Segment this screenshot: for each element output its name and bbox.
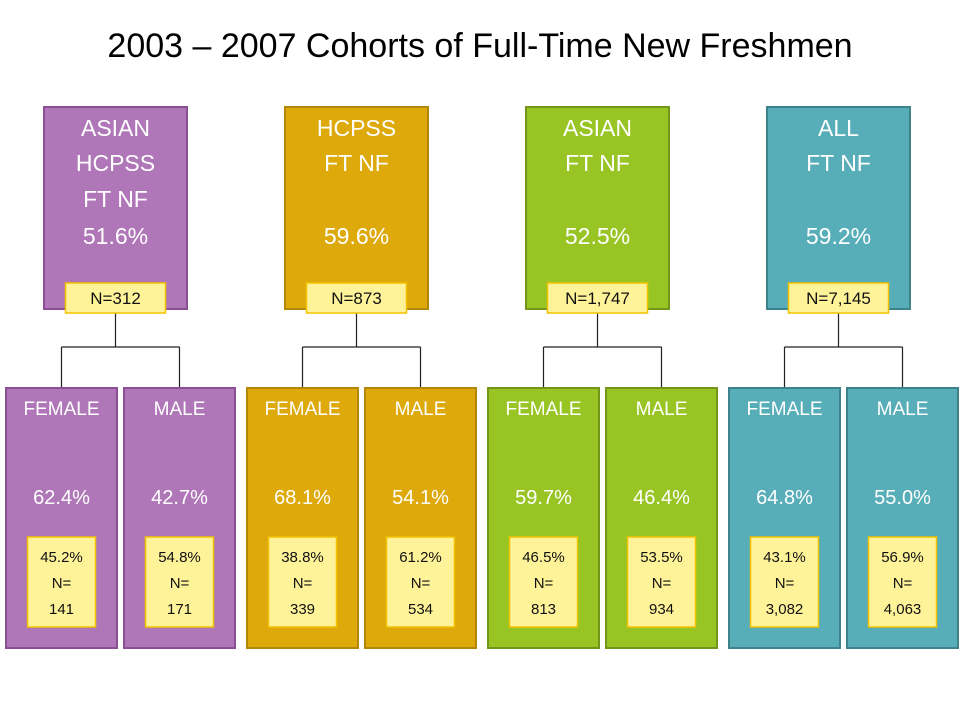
share-badge xyxy=(508,536,579,628)
share-percent: 45.2% xyxy=(40,549,83,566)
share-badge xyxy=(26,536,97,628)
parent-rate: 51.6% xyxy=(83,223,148,249)
child-group: FEMALE 64.8% 43.1% N= 3,082 xyxy=(728,387,841,649)
share-count: 934 xyxy=(649,601,674,618)
share-n-label: N= xyxy=(293,575,313,592)
share-count: 4,063 xyxy=(884,601,922,618)
share-percent: 46.5% xyxy=(522,549,565,566)
child-rate: 59.7% xyxy=(515,487,572,509)
connector-line xyxy=(60,309,181,388)
count-badge xyxy=(787,282,890,314)
count-badge-label: N=7,145 xyxy=(806,289,871,308)
share-badge xyxy=(144,536,215,628)
parent-label-line: HCPSS xyxy=(317,115,396,141)
count-badge-label: N=312 xyxy=(90,289,141,308)
share-percent: 53.5% xyxy=(640,549,683,566)
parent-label-line: FT NF xyxy=(565,150,630,176)
parent-box xyxy=(43,106,188,310)
cohort-group: ALL FT NF 59.2% N=7,145 FEMALE 64.8% 43.1% N= 3,… xyxy=(728,106,959,649)
share-percent: 56.9% xyxy=(881,549,924,566)
share-count: 141 xyxy=(49,601,74,618)
cohort-groups: ASIAN HCPSS FT NF 51.6% N=312 FEMALE 62.4% 45.2… xyxy=(5,106,959,649)
share-percent: 54.8% xyxy=(158,549,201,566)
child-label: FEMALE xyxy=(746,399,822,420)
child-box xyxy=(5,387,118,649)
child-label: FEMALE xyxy=(264,399,340,420)
share-n-label: N= xyxy=(52,575,72,592)
parent-box xyxy=(766,106,911,310)
child-rate: 46.4% xyxy=(633,487,690,509)
share-badge xyxy=(867,536,938,628)
count-badge-label: N=873 xyxy=(331,289,382,308)
child-group: FEMALE 62.4% 45.2% N= 141 xyxy=(5,387,118,649)
count-badge xyxy=(305,282,408,314)
share-badge xyxy=(267,536,338,628)
cohort-group: ASIAN FT NF 52.5% N=1,747 FEMALE 59.7% 46.5% N=… xyxy=(487,106,718,649)
share-badge xyxy=(749,536,820,628)
parent-label-line: HCPSS xyxy=(76,150,155,176)
parent-rate: 59.2% xyxy=(806,223,871,249)
child-label: MALE xyxy=(636,399,688,420)
share-badge xyxy=(626,536,697,628)
share-n-label: N= xyxy=(775,575,795,592)
page-title: 2003 – 2007 Cohorts of Full-Time New Fre… xyxy=(107,27,852,65)
child-group: MALE 46.4% 53.5% N= 934 xyxy=(605,387,718,649)
count-badge xyxy=(64,282,167,314)
connector-line xyxy=(301,309,422,388)
parent-label-line: FT NF xyxy=(83,186,148,212)
parent-rate: 59.6% xyxy=(324,223,389,249)
child-rate: 64.8% xyxy=(756,487,813,509)
share-count: 813 xyxy=(531,601,556,618)
child-label: MALE xyxy=(154,399,206,420)
child-rate: 55.0% xyxy=(874,487,931,509)
parent-label-line: ASIAN xyxy=(81,115,150,141)
child-group: MALE 42.7% 54.8% N= 171 xyxy=(123,387,236,649)
child-group: FEMALE 68.1% 38.8% N= 339 xyxy=(246,387,359,649)
child-group: FEMALE 59.7% 46.5% N= 813 xyxy=(487,387,600,649)
child-rate: 42.7% xyxy=(151,487,208,509)
share-n-label: N= xyxy=(411,575,431,592)
share-percent: 38.8% xyxy=(281,549,324,566)
connector-line xyxy=(783,309,904,388)
child-group: MALE 54.1% 61.2% N= 534 xyxy=(364,387,477,649)
share-count: 3,082 xyxy=(766,601,804,618)
child-label: FEMALE xyxy=(505,399,581,420)
share-count: 171 xyxy=(167,601,192,618)
child-rate: 54.1% xyxy=(392,487,449,509)
parent-label-line: ASIAN xyxy=(563,115,632,141)
share-percent: 43.1% xyxy=(763,549,806,566)
share-n-label: N= xyxy=(652,575,672,592)
parent-label-line: FT NF xyxy=(806,150,871,176)
share-n-label: N= xyxy=(534,575,554,592)
share-n-label: N= xyxy=(170,575,190,592)
share-percent: 61.2% xyxy=(399,549,442,566)
share-badge xyxy=(385,536,456,628)
parent-label-line: FT NF xyxy=(324,150,389,176)
child-label: MALE xyxy=(877,399,929,420)
child-label: MALE xyxy=(395,399,447,420)
cohort-group: ASIAN HCPSS FT NF 51.6% N=312 FEMALE 62.4% 45.2… xyxy=(5,106,236,649)
connector-line xyxy=(542,309,663,388)
child-rate: 62.4% xyxy=(33,487,90,509)
share-count: 534 xyxy=(408,601,433,618)
parent-box xyxy=(525,106,670,310)
share-n-label: N= xyxy=(893,575,913,592)
child-rate: 68.1% xyxy=(274,487,331,509)
cohort-group: HCPSS FT NF 59.6% N=873 FEMALE 68.1% 38.8% N= 33… xyxy=(246,106,477,649)
count-badge xyxy=(546,282,649,314)
parent-label-line: ALL xyxy=(818,115,859,141)
parent-rate: 52.5% xyxy=(565,223,630,249)
child-label: FEMALE xyxy=(23,399,99,420)
share-count: 339 xyxy=(290,601,315,618)
child-group: MALE 55.0% 56.9% N= 4,063 xyxy=(846,387,959,649)
count-badge-label: N=1,747 xyxy=(565,289,630,308)
